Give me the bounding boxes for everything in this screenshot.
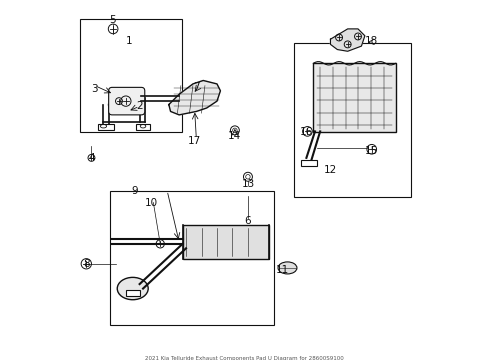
Polygon shape (168, 81, 220, 115)
Text: 6: 6 (244, 216, 251, 226)
Bar (182, 225, 268, 259)
Text: 14: 14 (227, 131, 240, 140)
Text: 13: 13 (241, 179, 254, 189)
Text: 7: 7 (193, 82, 199, 93)
Bar (110, 190, 273, 325)
Text: 18: 18 (365, 36, 378, 46)
Text: 8: 8 (83, 260, 89, 270)
Text: 2: 2 (136, 101, 142, 111)
Ellipse shape (117, 277, 148, 300)
Text: 16: 16 (299, 127, 312, 137)
Bar (98, 124, 114, 130)
Text: 4: 4 (88, 153, 95, 163)
Text: 3: 3 (91, 84, 98, 94)
Text: 11: 11 (275, 265, 288, 275)
Text: 2021 Kia Telluride Exhaust Components Pad U Diagram for 28600S9100: 2021 Kia Telluride Exhaust Components Pa… (145, 356, 343, 360)
Bar (313, 63, 395, 132)
FancyBboxPatch shape (108, 87, 144, 115)
Polygon shape (330, 29, 364, 51)
Text: 12: 12 (323, 165, 336, 175)
Bar (80, 19, 181, 132)
Text: 10: 10 (145, 198, 158, 208)
Bar (294, 42, 410, 197)
Text: 15: 15 (365, 146, 378, 156)
Bar (125, 290, 139, 296)
Text: 5: 5 (108, 15, 115, 25)
Text: 17: 17 (187, 136, 201, 146)
Ellipse shape (278, 262, 296, 274)
Bar (136, 124, 150, 130)
Text: 1: 1 (126, 36, 132, 46)
Bar (301, 159, 316, 166)
Text: 9: 9 (131, 185, 138, 195)
